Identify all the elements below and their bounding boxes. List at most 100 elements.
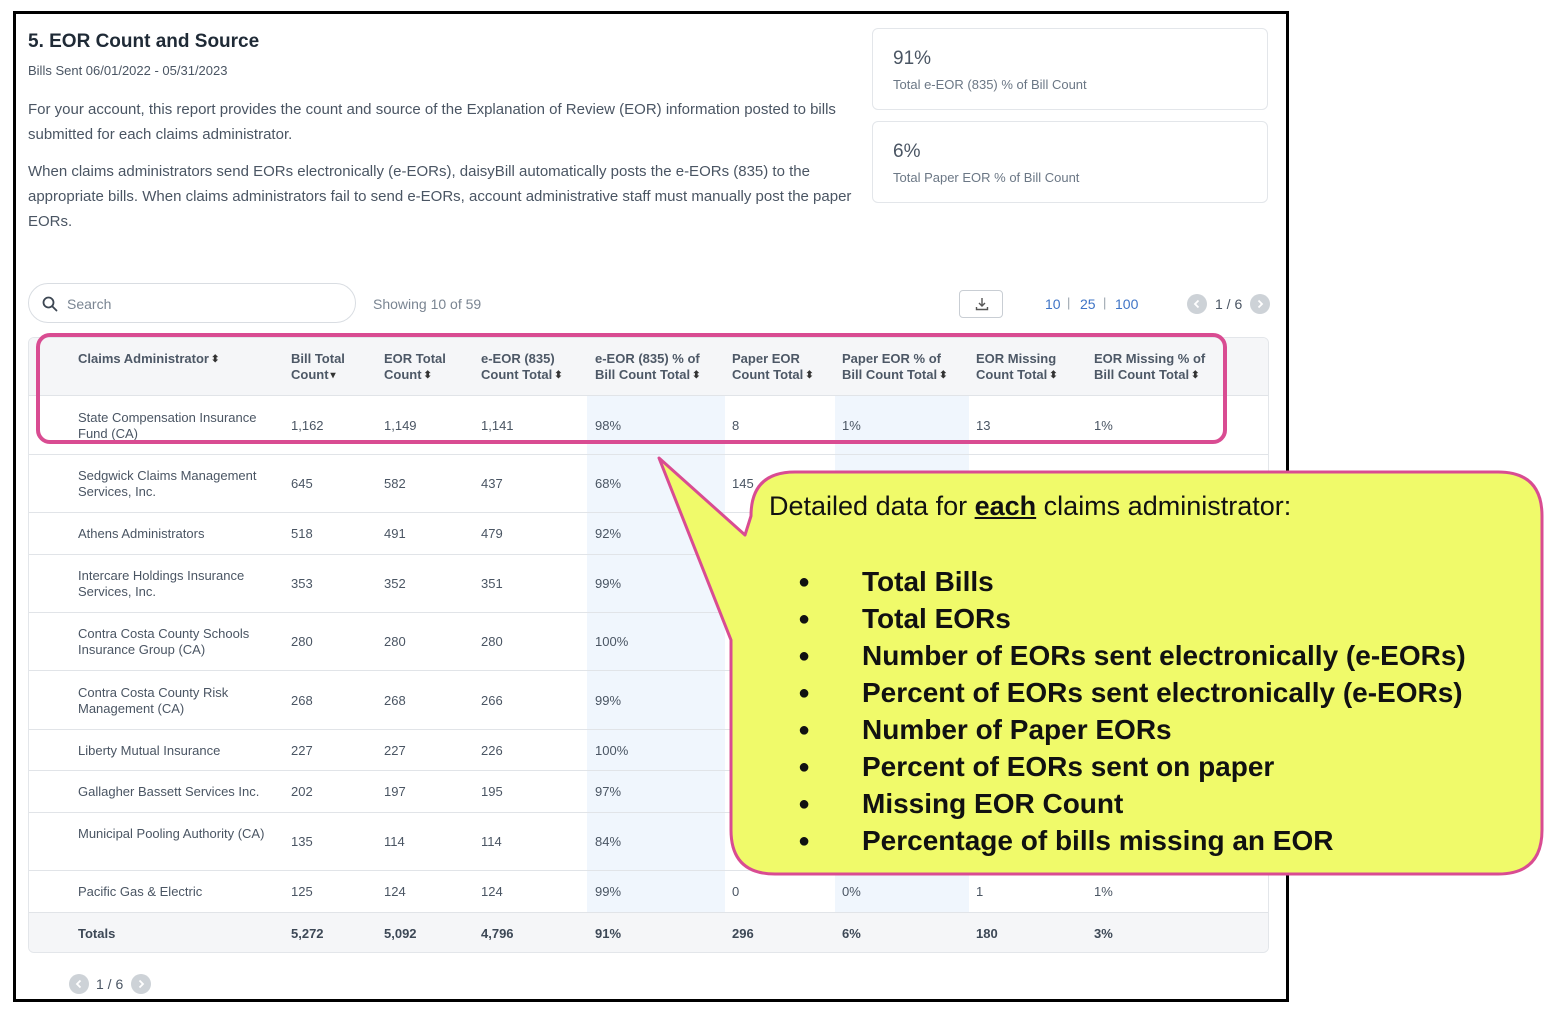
cell-eeor-count: 124 xyxy=(481,884,503,899)
table-row: State Compensation Insurance Fund (CA) 1,… xyxy=(29,395,1268,455)
search-box[interactable] xyxy=(28,283,356,323)
callout-bullet-text: Total EORs xyxy=(862,603,1011,634)
page-size-separator: | xyxy=(1067,295,1071,310)
cell-bill-total: 353 xyxy=(291,576,313,591)
totals-missing-pct: 3% xyxy=(1094,926,1113,941)
sort-icon: ⬍ xyxy=(211,353,220,365)
cell-eeor-count: 479 xyxy=(481,526,503,541)
cell-claims-admin: Sedgwick Claims Management Services, Inc… xyxy=(78,468,257,499)
table-header xyxy=(29,338,1268,395)
callout-bullet-text: Percent of EORs sent electronically (e-E… xyxy=(862,677,1463,708)
table-row: Intercare Holdings Insurance Services, I… xyxy=(29,554,1268,613)
cell-eeor-pct: 84% xyxy=(595,834,622,849)
cell-eor-total: 114 xyxy=(384,834,405,849)
col-header-eeor-pct[interactable]: e-EOR (835) % of Bill Count Total ⬍ xyxy=(595,351,701,382)
cell-eor-total: 280 xyxy=(384,634,406,649)
cell-claims-admin: State Compensation Insurance Fund (CA) xyxy=(78,410,257,441)
col-header-missing-count[interactable]: EOR Missing Count Total ⬍ xyxy=(976,351,1058,382)
table-row: Contra Costa County Risk Management (CA)… xyxy=(29,670,1268,730)
cell-paper-count: 0 xyxy=(732,884,740,899)
sort-icon: ⬍ xyxy=(1191,369,1200,381)
sort-icon: ⬍ xyxy=(805,369,814,381)
download-button[interactable] xyxy=(959,290,1003,318)
prev-page-button[interactable] xyxy=(1187,294,1207,314)
report-title: 5. EOR Count and Source xyxy=(28,31,260,52)
col-header-claims-admin[interactable]: Claims Administrator ⬍ xyxy=(78,351,220,366)
cell-eeor-pct: 97% xyxy=(595,784,622,799)
cell-eor-total: 227 xyxy=(384,743,406,758)
stat-value: 6% xyxy=(893,141,921,162)
chevron-left-icon xyxy=(75,979,82,989)
bottom-next-page-button[interactable] xyxy=(131,974,151,994)
cell-missing-pct: 1% xyxy=(1094,418,1113,433)
callout-heading: Detailed data for each claims administra… xyxy=(769,491,1292,521)
page-size-10[interactable]: 10 xyxy=(1045,296,1061,312)
callout-bullet-text: Missing EOR Count xyxy=(862,788,1124,819)
cell-claims-admin: Contra Costa County Risk Management (CA) xyxy=(78,685,229,716)
bullet-dot-icon: ● xyxy=(798,830,811,852)
table-row: Athens Administrators 518 491 479 92% xyxy=(29,512,1268,555)
totals-eeor-pct: 91% xyxy=(595,926,622,941)
cell-eeor-pct: 99% xyxy=(595,884,622,899)
callout-bullet-text: Total Bills xyxy=(862,566,994,597)
page-size-25[interactable]: 25 xyxy=(1080,296,1096,312)
col-header-paper-count[interactable]: Paper EOR Count Total ⬍ xyxy=(732,351,814,382)
col-header-eor-total[interactable]: EOR Total Count ⬍ xyxy=(384,351,446,382)
cell-claims-admin: Athens Administrators xyxy=(78,526,205,541)
cell-eeor-count: 280 xyxy=(481,634,503,649)
cell-bill-total: 202 xyxy=(291,784,313,799)
totals-paper-pct: 6% xyxy=(842,926,861,941)
next-page-button[interactable] xyxy=(1250,294,1270,314)
table-row: Sedgwick Claims Management Services, Inc… xyxy=(29,454,1268,513)
cell-paper-count: 8 xyxy=(732,418,740,433)
bullet-dot-icon: ● xyxy=(798,645,811,667)
bottom-prev-page-button[interactable] xyxy=(69,974,89,994)
col-header-paper-pct[interactable]: Paper EOR % of Bill Count Total ⬍ xyxy=(842,351,948,382)
cell-missing-count: 13 xyxy=(976,418,991,433)
callout-bullet-text: Percent of EORs sent on paper xyxy=(862,751,1275,782)
table-row: Gallagher Bassett Services Inc. 202 197 195… xyxy=(29,770,1268,813)
search-input[interactable] xyxy=(65,293,349,315)
page-size-100[interactable]: 100 xyxy=(1115,296,1139,312)
callout-bullet-text: Number of EORs sent electronically (e-EO… xyxy=(862,640,1466,671)
bullet-dot-icon: ● xyxy=(798,756,811,778)
table-row: Contra Costa County Schools Insurance Gr… xyxy=(29,612,1268,671)
totals-bill-total: 5,272 xyxy=(291,926,324,941)
stat-label: Total e-EOR (835) % of Bill Count xyxy=(893,77,1087,92)
cell-eeor-count: 351 xyxy=(481,576,503,591)
totals-row: Totals 5,272 5,092 4,796 91% 296 6% 180 … xyxy=(29,912,1268,952)
search-icon xyxy=(42,296,58,312)
callout-bullet-text: Percentage of bills missing an EOR xyxy=(862,825,1334,856)
cell-bill-total: 645 xyxy=(291,476,313,491)
cell-bill-total: 125 xyxy=(291,884,313,899)
cell-eor-total: 268 xyxy=(384,693,406,708)
col-header-bill-total[interactable]: Bill Total Count ▾ xyxy=(291,351,345,382)
cell-eeor-count: 195 xyxy=(481,784,503,799)
highlight-row-outline xyxy=(36,333,1227,444)
bullet-dot-icon: ● xyxy=(798,571,811,593)
cell-paper-pct: 0% xyxy=(842,884,861,899)
stat-card-paper: 6% Total Paper EOR % of Bill Count xyxy=(872,121,1268,203)
page-size-separator: | xyxy=(1103,295,1107,310)
cell-bill-total: 280 xyxy=(291,634,313,649)
cell-bill-total: 268 xyxy=(291,693,313,708)
cell-claims-admin: Liberty Mutual Insurance xyxy=(78,743,221,758)
cell-eeor-pct: 92% xyxy=(595,526,622,541)
sort-desc-icon: ▾ xyxy=(330,369,336,381)
cell-eeor-pct: 100% xyxy=(595,634,629,649)
chevron-right-icon xyxy=(1257,299,1264,309)
report-description-2: When claims administrators send EORs ele… xyxy=(28,163,852,230)
chevron-left-icon xyxy=(1193,299,1200,309)
cell-bill-total: 135 xyxy=(291,834,313,849)
col-header-eeor-count[interactable]: e-EOR (835) Count Total ⬍ xyxy=(481,351,563,382)
chevron-right-icon xyxy=(138,979,145,989)
cell-eeor-count: 266 xyxy=(481,693,503,708)
totals-label: Totals xyxy=(78,926,116,941)
cell-claims-admin: Pacific Gas & Electric xyxy=(78,884,203,899)
cell-bill-total: 1,162 xyxy=(291,418,324,433)
cell-eor-total: 197 xyxy=(384,784,406,799)
bullet-dot-icon: ● xyxy=(798,793,811,815)
col-header-missing-pct[interactable]: EOR Missing % of Bill Count Total ⬍ xyxy=(1094,351,1206,382)
cell-paper-pct: 1% xyxy=(842,418,861,433)
cell-eor-total: 124 xyxy=(384,884,406,899)
